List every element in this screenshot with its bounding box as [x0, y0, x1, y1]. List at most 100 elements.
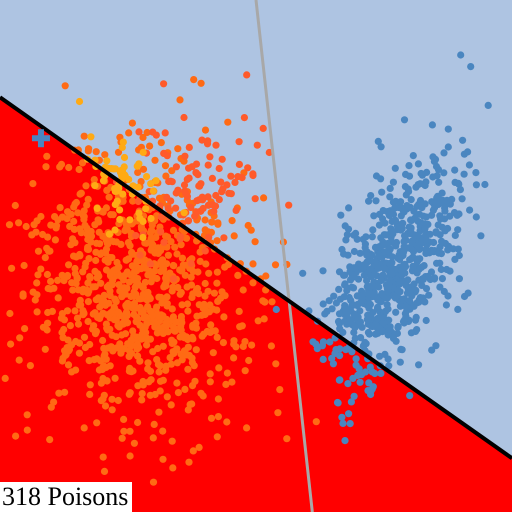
data-point-blue: [371, 243, 380, 251]
data-point-orange: [75, 349, 83, 357]
data-point-orange: [64, 208, 72, 216]
data-point-blue: [460, 170, 468, 178]
data-point-orange: [75, 339, 84, 347]
data-point-orange: [122, 308, 131, 316]
data-point-poison_main: [182, 189, 190, 197]
data-point-poison_main: [204, 137, 212, 145]
region-bottom: [0, 97, 512, 512]
data-point-blue: [350, 247, 358, 256]
data-point-orange: [93, 419, 101, 427]
data-point-blue: [411, 231, 419, 239]
data-point-orange: [22, 222, 30, 231]
data-point-orange: [69, 235, 77, 243]
data-point-poison_cluster: [113, 187, 121, 195]
data-point-blue: [352, 355, 360, 363]
data-point-orange: [139, 381, 147, 389]
data-point-blue: [414, 160, 422, 168]
data-point-blue: [364, 316, 372, 324]
data-point-poison_main: [180, 113, 188, 122]
data-point-blue: [343, 287, 351, 295]
data-point-orange: [261, 298, 269, 306]
data-point-blue: [342, 346, 350, 354]
data-point-orange: [125, 367, 133, 375]
data-point-orange: [85, 145, 93, 153]
data-point-blue: [414, 255, 422, 263]
data-point-blue: [442, 301, 450, 309]
data-point-poison_main: [185, 164, 193, 172]
data-point-orange: [113, 344, 121, 352]
data-point-orange: [199, 392, 207, 400]
data-point-orange: [145, 293, 153, 301]
data-point-orange: [130, 276, 138, 284]
data-point-orange: [7, 340, 15, 348]
data-point-orange: [6, 309, 14, 318]
data-point-blue: [421, 181, 429, 190]
data-point-blue: [339, 419, 347, 427]
data-point-blue: [440, 169, 448, 177]
clean-boundary-line: [254, 0, 314, 512]
data-point-orange: [160, 265, 168, 273]
data-point-orange: [34, 247, 43, 255]
data-point-orange: [181, 347, 189, 355]
data-point-blue: [341, 271, 349, 279]
data-point-orange: [104, 240, 112, 248]
data-point-blue: [418, 204, 426, 212]
data-point-orange: [312, 418, 320, 426]
data-point-orange: [170, 323, 178, 331]
data-point-orange: [139, 307, 147, 315]
data-point-orange: [61, 388, 69, 396]
data-point-poison_main: [206, 153, 214, 161]
data-point-blue: [357, 334, 365, 342]
data-point-blue: [348, 348, 356, 356]
data-point-orange: [103, 283, 111, 291]
data-point-blue: [356, 318, 365, 326]
data-point-poison_main: [180, 181, 189, 189]
data-point-orange: [100, 391, 108, 399]
data-point-poison_main: [205, 233, 213, 241]
data-point-orange: [80, 213, 88, 221]
data-point-orange: [164, 233, 172, 241]
data-point-blue: [350, 392, 358, 400]
data-point-orange: [84, 279, 92, 287]
data-point-blue: [405, 223, 413, 231]
data-point-orange: [33, 291, 41, 299]
data-point-orange: [254, 317, 262, 325]
data-point-poison_main: [244, 164, 252, 172]
data-point-blue: [484, 101, 492, 109]
data-point-blue: [330, 292, 338, 300]
data-point-orange: [143, 320, 151, 328]
data-point-poison_main: [243, 71, 251, 79]
data-point-orange: [33, 308, 41, 316]
data-point-poison_main: [177, 233, 185, 241]
data-point-blue: [429, 206, 437, 214]
data-point-orange: [141, 278, 149, 286]
data-point-blue: [397, 198, 405, 206]
data-point-blue: [440, 149, 448, 157]
data-point-blue: [419, 275, 427, 284]
data-point-poison_cluster: [93, 204, 101, 212]
data-point-orange: [234, 271, 242, 279]
data-point-blue: [399, 219, 407, 227]
data-point-blue: [378, 328, 386, 336]
data-point-orange: [170, 262, 178, 270]
data-point-orange: [203, 327, 211, 336]
data-point-orange: [154, 344, 162, 353]
data-point-blue: [437, 250, 445, 258]
data-point-blue: [334, 317, 343, 326]
data-point-blue: [406, 392, 414, 400]
data-point-orange: [110, 316, 118, 324]
data-point-poison_main: [240, 114, 248, 122]
data-point-blue: [389, 178, 397, 186]
data-point-orange: [134, 168, 142, 176]
data-point-poison_main: [238, 174, 246, 182]
data-point-orange: [79, 268, 87, 276]
data-point-orange: [224, 118, 232, 126]
data-point-blue: [362, 233, 370, 241]
data-point-orange: [51, 236, 60, 244]
data-point-orange: [249, 260, 257, 268]
data-point-poison_cluster: [75, 97, 84, 106]
data-point-orange: [170, 349, 178, 358]
data-point-orange: [168, 305, 176, 313]
data-point-orange: [28, 231, 36, 239]
